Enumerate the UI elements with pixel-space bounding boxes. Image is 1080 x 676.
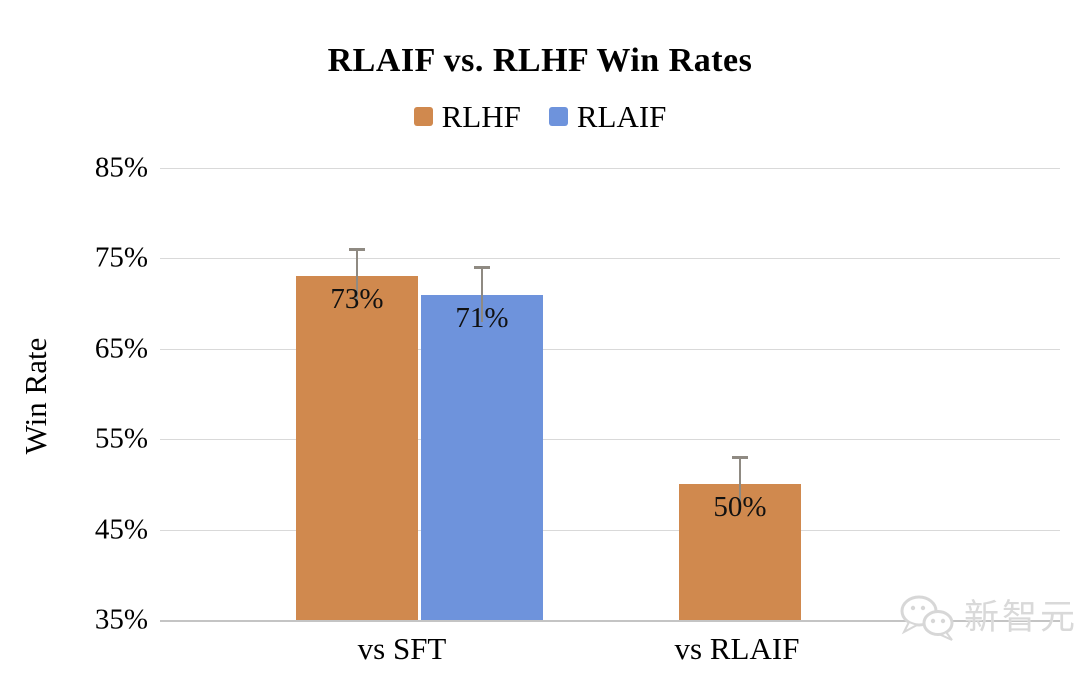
legend-label-rlhf: RLHF [441, 98, 521, 134]
x-category-label-vs-sft: vs SFT [357, 631, 447, 666]
x-axis-line [160, 620, 1060, 622]
chart-legend: RLHF RLAIF [0, 99, 1080, 133]
chart-title: RLAIF vs. RLHF Win Rates [327, 42, 753, 79]
y-tick-label: 65% [94, 332, 148, 365]
legend-item-rlhf: RLHF [413, 98, 521, 134]
y-tick-label: 35% [94, 603, 148, 636]
error-bar-cap [349, 248, 365, 252]
gridline [160, 348, 1060, 350]
y-tick-label: 85% [94, 151, 148, 184]
bar-data-label: 50% [713, 491, 767, 524]
gridline [160, 529, 1060, 531]
error-bar-cap [474, 266, 490, 270]
gridline [160, 439, 1060, 441]
y-tick-label: 55% [94, 422, 148, 455]
watermark: 新智元 [896, 592, 1078, 644]
error-bar-line [739, 457, 741, 512]
bar-data-label: 73% [330, 283, 384, 316]
error-bar-cap [732, 456, 748, 460]
y-axis-tick-labels: 85% 75% 65% 55% 45% 35% [0, 153, 150, 634]
x-category-label-vs-rlaif: vs RLAIF [674, 631, 800, 666]
gridline [160, 258, 1060, 260]
wechat-icon [900, 595, 954, 641]
y-tick-label: 45% [94, 513, 148, 546]
plot-area: 73% 71% 50% [160, 168, 1060, 622]
legend-label-rlaif: RLAIF [576, 98, 667, 134]
error-bar-line [356, 249, 358, 304]
bar-rlaif-vs-sft [421, 294, 543, 620]
legend-swatch-rlaif [548, 106, 568, 126]
error-bar-line [481, 267, 483, 322]
bar-data-label: 71% [455, 301, 509, 334]
gridline [160, 168, 1060, 169]
legend-item-rlaif: RLAIF [548, 98, 667, 134]
bar-rlhf-vs-sft [296, 276, 418, 620]
y-tick-label: 75% [94, 241, 148, 274]
watermark-text: 新智元 [964, 597, 1079, 638]
legend-swatch-rlhf [413, 106, 433, 126]
